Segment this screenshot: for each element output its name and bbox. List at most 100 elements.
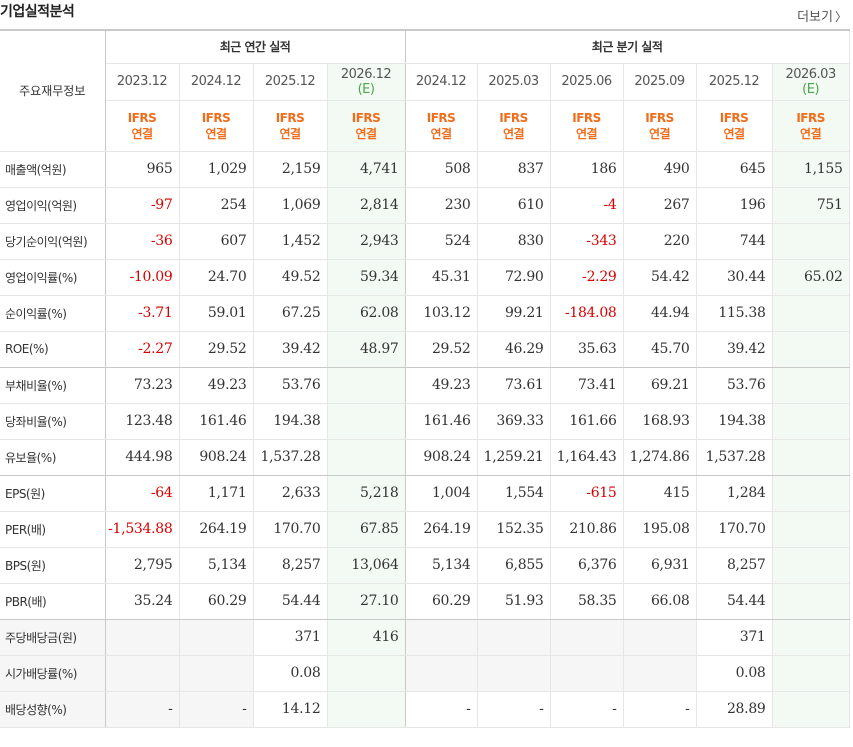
value-cell: 99.21 — [476, 294, 551, 332]
standard-top: IFRS — [426, 110, 456, 125]
period-header: 2026.12 (E) — [326, 62, 406, 101]
row-label: 영업이익률(%) — [0, 258, 106, 296]
value-cell: 837 — [476, 150, 551, 188]
value-cell — [104, 618, 180, 656]
value-cell: 29.52 — [404, 330, 478, 368]
value-cell: 1,554 — [476, 474, 551, 512]
accounting-standard: IFRS 연결 — [622, 99, 697, 152]
value-cell — [771, 510, 850, 548]
value-cell: 1,164.43 — [549, 438, 624, 476]
table-row: EPS(원) -64 1,171 2,633 5,218 1,004 1,554 -615 41… — [0, 474, 850, 512]
value-cell: 49.23 — [404, 366, 478, 404]
value-cell: 8,257 — [252, 546, 328, 584]
table-row: PER(배) -1,534.88 264.19 170.70 67.85 264.19 15… — [0, 510, 850, 548]
value-cell — [326, 438, 406, 476]
value-cell: 69.21 — [622, 366, 697, 404]
value-cell: 66.08 — [622, 582, 697, 620]
value-cell: -3.71 — [104, 294, 180, 332]
value-cell: 264.19 — [178, 510, 254, 548]
value-cell: 60.29 — [404, 582, 478, 620]
standard-top: IFRS — [127, 110, 157, 125]
value-cell: 152.35 — [476, 510, 551, 548]
value-cell: 4,741 — [326, 150, 406, 188]
value-cell: -615 — [549, 474, 624, 512]
value-cell: 267 — [622, 186, 697, 224]
value-cell: 27.10 — [326, 582, 406, 620]
value-cell: 490 — [622, 150, 697, 188]
value-cell — [771, 294, 850, 332]
value-cell: 35.63 — [549, 330, 624, 368]
value-cell: 1,537.28 — [695, 438, 773, 476]
value-cell: -10.09 — [104, 258, 180, 296]
value-cell: 45.70 — [622, 330, 697, 368]
period-header: 2025.03 — [476, 62, 551, 101]
period-label: 2025.12 — [708, 74, 760, 89]
value-cell: 965 — [104, 150, 180, 188]
accounting-standard: IFRS 연결 — [105, 99, 180, 152]
value-cell: 744 — [695, 222, 773, 260]
quarter-section-header: 최근 분기 실적 — [404, 29, 850, 64]
value-cell: 170.70 — [695, 510, 773, 548]
value-cell: 44.94 — [622, 294, 697, 332]
value-cell: 49.52 — [252, 258, 328, 296]
standard-bottom: 연결 — [279, 126, 301, 141]
period-header: 2025.06 — [549, 62, 624, 101]
value-cell: 2,943 — [326, 222, 406, 260]
value-cell: 60.29 — [178, 582, 254, 620]
value-cell: 5,134 — [178, 546, 254, 584]
period-header: 2023.12 — [105, 62, 180, 101]
value-cell: - — [622, 690, 697, 728]
value-cell: 62.08 — [326, 294, 406, 332]
value-cell — [178, 654, 254, 692]
table-row: PBR(배) 35.24 60.29 54.44 27.10 60.29 51.93 58.3… — [0, 582, 850, 620]
standard-bottom: 연결 — [503, 126, 525, 141]
page-title: 기업실적분석 — [0, 4, 75, 20]
value-cell: 444.98 — [104, 438, 180, 476]
row-label: 영업이익(억원) — [0, 186, 106, 224]
estimate-marker: (E) — [357, 81, 375, 97]
value-cell: 508 — [404, 150, 478, 188]
corner-header: 주요재무정보 — [0, 29, 106, 152]
value-cell — [326, 402, 406, 440]
value-cell: - — [549, 690, 624, 728]
value-cell — [326, 654, 406, 692]
value-cell: 168.93 — [622, 402, 697, 440]
value-cell: 524 — [404, 222, 478, 260]
value-cell: 24.70 — [178, 258, 254, 296]
value-cell: 254 — [178, 186, 254, 224]
value-cell — [476, 654, 551, 692]
row-label: 부채비율(%) — [0, 366, 106, 404]
standard-top: IFRS — [275, 110, 305, 125]
value-cell: 5,218 — [326, 474, 406, 512]
value-cell: - — [476, 690, 551, 728]
standard-bottom: 연결 — [576, 126, 598, 141]
row-label: 유보율(%) — [0, 438, 106, 476]
standard-bottom: 연결 — [800, 126, 822, 141]
standard-top: IFRS — [645, 110, 674, 125]
value-cell: 59.01 — [178, 294, 254, 332]
value-cell: 115.38 — [695, 294, 773, 332]
period-label: 2025.06 — [561, 74, 612, 89]
value-cell: 415 — [622, 474, 697, 512]
standard-top: IFRS — [201, 110, 231, 125]
value-cell: -36 — [104, 222, 180, 260]
value-cell — [622, 654, 697, 692]
value-cell: 908.24 — [178, 438, 254, 476]
accounting-standard: IFRS 연결 — [549, 99, 624, 152]
more-link[interactable]: 더보기 〉 — [797, 6, 847, 25]
accounting-standard: IFRS 연결 — [476, 99, 551, 152]
period-header: 2025.09 — [622, 62, 697, 101]
value-cell: 264.19 — [404, 510, 478, 548]
row-label: EPS(원) — [0, 474, 106, 512]
more-label: 더보기 — [797, 10, 833, 25]
period-header: 2025.12 — [252, 62, 328, 101]
row-label: BPS(원) — [0, 546, 106, 584]
value-cell — [771, 690, 850, 728]
chevron-right-icon: 〉 — [834, 10, 847, 24]
row-label: 당기순이익(억원) — [0, 222, 106, 260]
value-cell: -97 — [104, 186, 180, 224]
value-cell: 1,452 — [252, 222, 328, 260]
value-cell: 751 — [771, 186, 850, 224]
standard-top: IFRS — [796, 110, 825, 125]
value-cell: 170.70 — [252, 510, 328, 548]
